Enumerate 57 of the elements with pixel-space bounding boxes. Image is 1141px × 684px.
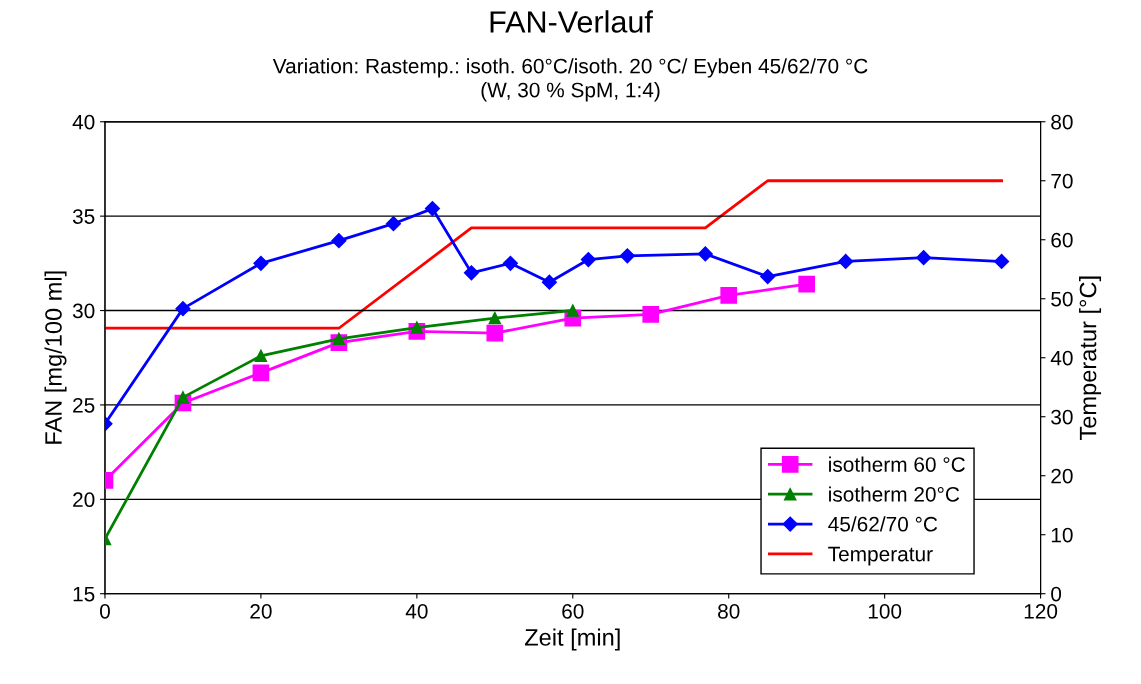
x-tick-label: 20 xyxy=(250,603,272,619)
legend-label: Temperatur xyxy=(828,546,933,566)
y-tick-label: 20 xyxy=(73,492,95,508)
y2-tick-label: 50 xyxy=(1051,291,1073,307)
y2-axis-title: Temperatur [°C] xyxy=(1079,276,1102,440)
x-tick-label: 100 xyxy=(868,603,902,619)
point xyxy=(760,268,776,285)
y2-tick-label: 40 xyxy=(1050,350,1073,366)
y2-tick-label: 0 xyxy=(1051,586,1062,602)
legend-label: 45/62/70 °C xyxy=(828,516,938,532)
y-tick-label: 40 xyxy=(72,114,95,130)
point xyxy=(254,349,268,363)
chart-subtitle: Variation: Rastemp.: isoth. 60°C/isoth. 20 °C/ Eyben 45/62/70 °C (W, 30 % SpM, 1:4) xyxy=(272,58,868,102)
chart-title: FAN-Verlauf xyxy=(490,10,653,33)
point xyxy=(697,246,713,262)
x-tick-label: 60 xyxy=(562,603,584,619)
x-tick-label: 40 xyxy=(405,603,428,619)
point xyxy=(838,253,854,270)
y-tick-label: 30 xyxy=(72,303,95,319)
legend-label: isotherm 60 °C xyxy=(829,456,965,472)
point xyxy=(798,275,816,293)
x-tick-label: 80 xyxy=(718,603,740,619)
y2-tick-label: 30 xyxy=(1051,409,1073,425)
point xyxy=(580,251,596,268)
point xyxy=(486,324,504,342)
y2-tick-label: 10 xyxy=(1051,527,1073,543)
y2-tick-label: 70 xyxy=(1051,173,1073,189)
point xyxy=(720,287,738,304)
point xyxy=(463,265,479,281)
y-axis-title: FAN [mg/100 ml] xyxy=(44,271,67,444)
point xyxy=(252,364,270,382)
legend-label: isotherm 20°C xyxy=(829,486,960,502)
point xyxy=(994,253,1010,270)
y-tick-label: 35 xyxy=(72,209,95,224)
point xyxy=(916,250,932,266)
y2-tick-label: 60 xyxy=(1051,232,1073,248)
point xyxy=(619,248,635,264)
point xyxy=(566,304,580,317)
point xyxy=(176,391,190,404)
point xyxy=(488,311,502,325)
point xyxy=(502,255,518,271)
x-axis-title: Zeit [min] xyxy=(524,628,620,651)
y-tick-label: 15 xyxy=(73,586,95,602)
point xyxy=(541,274,557,290)
y-tick-label: 25 xyxy=(73,397,95,413)
x-tick-label: 0 xyxy=(99,603,110,619)
point xyxy=(175,301,191,317)
point xyxy=(331,233,347,249)
point xyxy=(385,216,402,232)
y2-tick-label: 80 xyxy=(1051,114,1073,130)
point xyxy=(410,321,424,334)
point xyxy=(332,332,346,346)
y2-tick-label: 20 xyxy=(1051,468,1073,484)
x-tick-label: 120 xyxy=(1024,603,1058,619)
point xyxy=(424,201,441,217)
point xyxy=(642,305,660,323)
point xyxy=(253,255,269,271)
